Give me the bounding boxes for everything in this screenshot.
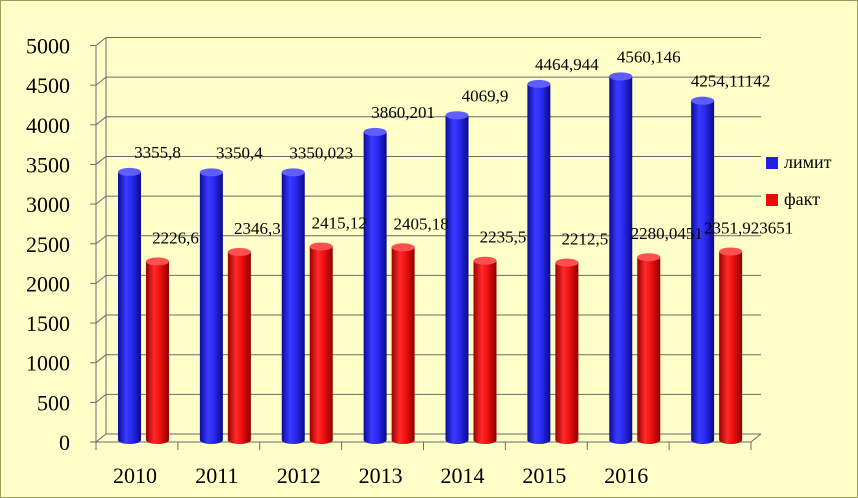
- y-tick-label: 4500: [26, 73, 70, 98]
- data-label-limit: 4069,9: [462, 86, 509, 105]
- bar-fact: [391, 247, 415, 444]
- gridline-side: [95, 354, 107, 364]
- bar-limit: [445, 115, 469, 444]
- data-label-fact: 2235,5: [480, 228, 527, 247]
- x-tick-label: 2014: [440, 463, 484, 488]
- bar-limit-top: [609, 72, 633, 81]
- bar-limit-top: [445, 111, 469, 120]
- legend-swatch: [766, 157, 778, 169]
- bar-limit-top: [118, 167, 141, 176]
- bar-limit: [527, 83, 551, 445]
- bar-limit-top: [199, 168, 223, 177]
- x-tick-label: 2016: [604, 463, 648, 488]
- bar-fact: [146, 261, 169, 444]
- bar-fact-top: [227, 247, 251, 256]
- bar-limit-top: [281, 168, 305, 177]
- bar-fact: [719, 251, 743, 444]
- gridline-side: [95, 275, 107, 284]
- x-tick-label: 2013: [359, 463, 403, 488]
- y-tick-label: 3500: [26, 152, 70, 177]
- gridline-side: [95, 393, 107, 403]
- data-label-fact: 2405,18: [394, 214, 449, 233]
- legend-label: факт: [784, 189, 820, 209]
- x-tick-label: 2011: [195, 463, 238, 488]
- data-label-limit: 3350,023: [289, 143, 353, 162]
- gridline-side: [95, 116, 107, 126]
- data-label-limit: 3355,8: [134, 143, 181, 162]
- y-tick-label: 5000: [26, 34, 70, 59]
- data-label-limit: 3860,201: [371, 103, 435, 122]
- bar-fact-top: [473, 256, 497, 265]
- bar-limit: [691, 100, 715, 445]
- bar-fact: [637, 257, 661, 444]
- y-tick-label: 3000: [26, 192, 70, 217]
- bar-limit: [118, 171, 141, 444]
- data-label-fact: 2226,6: [152, 228, 199, 247]
- y-tick-label: 2500: [26, 232, 70, 257]
- y-tick-label: 4000: [26, 113, 70, 138]
- data-label-fact: 2351,923651: [704, 218, 793, 237]
- x-tick-label: 2012: [277, 463, 321, 488]
- gridline-side: [95, 235, 107, 245]
- gridline-side: [95, 76, 107, 86]
- gridline-side: [95, 37, 107, 46]
- y-tick-label: 500: [37, 390, 70, 415]
- y-tick-label: 0: [59, 430, 70, 455]
- legend-label: лимит: [784, 152, 832, 172]
- gridline-side: [95, 195, 107, 205]
- bar-fact-top: [146, 257, 169, 266]
- bar-fact-top: [719, 247, 743, 256]
- data-label-limit: 4560,146: [617, 47, 681, 66]
- data-label-limit: 3350,4: [216, 143, 263, 162]
- gridline-side: [95, 314, 107, 324]
- data-label-fact: 2415,12: [312, 213, 367, 232]
- x-tick-label: 2010: [113, 463, 157, 488]
- bar-limit: [199, 172, 223, 444]
- bar-limit-top: [363, 127, 387, 136]
- y-tick-label: 1000: [26, 351, 70, 376]
- bar-fact: [473, 260, 497, 444]
- gridline-side: [95, 433, 107, 443]
- y-tick-label: 2000: [26, 271, 70, 296]
- data-label-fact: 2212,5: [562, 230, 609, 249]
- bar-limit-top: [691, 96, 715, 105]
- bar-limit: [609, 76, 633, 444]
- x-tick-label: 2015: [522, 463, 566, 488]
- bar-fact-top: [555, 258, 579, 267]
- legend-swatch: [766, 194, 778, 206]
- data-label-fact: 2346,3: [234, 219, 281, 238]
- bar-fact: [227, 251, 251, 444]
- bar-fact-top: [309, 242, 333, 251]
- data-label-fact: 2280,0451: [631, 224, 703, 243]
- bar-fact-top: [637, 253, 661, 262]
- gridline-side: [95, 156, 107, 165]
- floor-edge: [750, 433, 762, 443]
- bar-limit: [281, 172, 305, 444]
- bar-fact: [309, 246, 333, 444]
- bar-limit-top: [527, 79, 551, 88]
- bar-fact: [555, 262, 579, 444]
- bar-fact-top: [391, 243, 415, 252]
- bar-limit: [363, 131, 387, 444]
- data-label-limit: 4254,11142: [691, 72, 771, 91]
- y-tick-label: 1500: [26, 311, 70, 336]
- data-label-limit: 4464,944: [535, 55, 599, 74]
